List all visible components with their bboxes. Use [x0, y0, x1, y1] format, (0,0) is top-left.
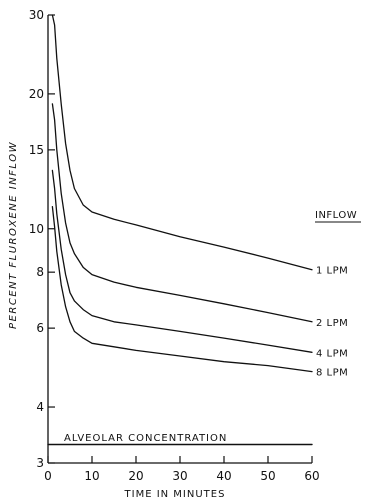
series-label-2-lpm: 2 LPM [316, 318, 348, 329]
series-line-8-lpm [51, 206, 313, 373]
x-tick-label: 30 [172, 469, 187, 483]
x-axis: 0 10 20 30 40 50 60 [44, 456, 320, 483]
y-tick-label: 20 [29, 87, 44, 101]
y-tick-label: 15 [29, 143, 44, 157]
series-label-1-lpm: 1 LPM [316, 266, 348, 277]
y-tick-label: 10 [29, 222, 44, 236]
y-tick-label: 6 [36, 321, 44, 335]
series-lines [47, 14, 313, 446]
y-axis: 3 4 6 8 10 15 20 30 [29, 8, 55, 470]
x-tick-label: 40 [216, 469, 231, 483]
y-tick-label: 8 [36, 265, 44, 279]
series-label-4-lpm: 4 LPM [316, 348, 348, 359]
y-axis-title: PERCENT FLUROXENE INFLOW [8, 141, 19, 329]
series-line-1-lpm [51, 14, 313, 271]
x-tick-label: 60 [304, 469, 319, 483]
series-labels: 1 LPM 2 LPM 4 LPM 8 LPM [316, 266, 348, 379]
series-label-8-lpm: 8 LPM [316, 368, 348, 379]
legend-title: INFLOW [315, 210, 357, 221]
y-tick-label: 4 [36, 400, 44, 414]
alveolar-annotation: ALVEOLAR CONCENTRATION [64, 433, 227, 444]
y-tick-label: 30 [29, 8, 44, 22]
x-axis-title: TIME IN MINUTES [124, 489, 226, 500]
y-tick-label: 3 [36, 456, 44, 470]
series-line-2-lpm [51, 103, 313, 323]
x-tick-label: 10 [84, 469, 99, 483]
x-tick-label: 0 [44, 469, 52, 483]
series-line-4-lpm [51, 169, 313, 353]
x-tick-label: 50 [260, 469, 275, 483]
x-tick-label: 20 [128, 469, 143, 483]
